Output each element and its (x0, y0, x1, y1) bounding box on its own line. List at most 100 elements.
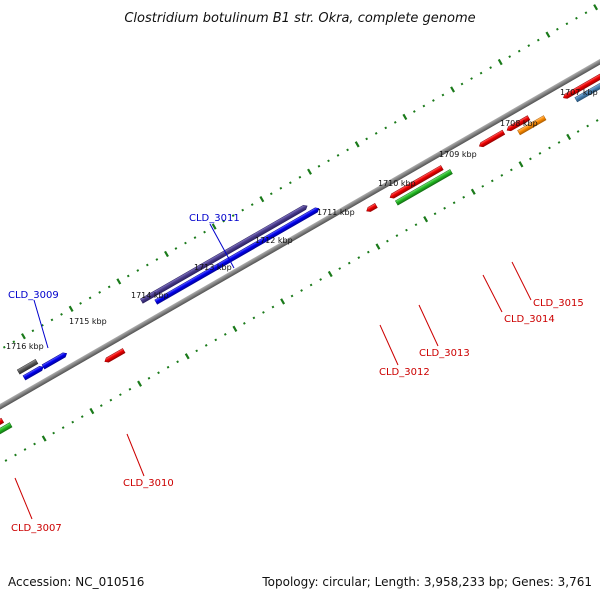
kbp-label: 1711 kbp (317, 208, 355, 217)
gene-cld-3009-blue-b[interactable] (22, 365, 45, 381)
gene-label-cld-3009[interactable]: CLD_3009 (8, 290, 59, 301)
gene-cld-3010[interactable] (104, 348, 126, 363)
inner-tick (157, 371, 160, 375)
outer-tick (460, 82, 464, 86)
inner-tick (566, 133, 572, 141)
outer-tick (174, 247, 178, 250)
inner-tick (386, 239, 389, 243)
gene-cld-3011[interactable] (154, 206, 320, 305)
outer-tick (556, 27, 559, 31)
gene-label-cld-3007[interactable]: CLD_3007 (11, 523, 62, 534)
inner-tick (557, 141, 561, 144)
gene-cld-3015[interactable] (517, 115, 547, 136)
gene-gray[interactable] (16, 358, 39, 375)
inner-tick (452, 201, 456, 205)
inner-tick (433, 212, 437, 216)
outer-tick (231, 214, 235, 218)
outer-tick (211, 223, 217, 230)
outer-tick (441, 93, 445, 97)
gene-steelblue-far-right[interactable] (574, 54, 600, 103)
inner-tick (375, 243, 381, 250)
inner-tick (366, 250, 370, 254)
gene-cld-3007[interactable] (0, 422, 13, 449)
callout-line-cld-3013 (418, 304, 439, 347)
gene-cld-3012[interactable] (365, 203, 378, 213)
inner-tick (89, 407, 95, 415)
accession-text: Accession: NC_010516 (8, 575, 144, 589)
outer-tick (164, 250, 169, 258)
gene-cld-3007-red[interactable] (0, 417, 5, 442)
gene-label-cld-3014[interactable]: CLD_3014 (504, 314, 555, 325)
inner-tick (223, 332, 227, 336)
outer-tick (88, 296, 92, 300)
outer-tick (575, 16, 578, 20)
outer-tick (384, 126, 388, 130)
gene-red-far-right[interactable] (562, 47, 600, 100)
outer-tick (479, 71, 483, 75)
inner-tick (518, 161, 524, 168)
outer-tick (470, 77, 473, 80)
inner-tick (481, 184, 485, 188)
inner-tick (309, 283, 313, 287)
kbp-label: 1707 kbp (560, 88, 598, 97)
inner-tick (41, 435, 47, 442)
callout-line-cld-3015 (511, 261, 532, 301)
inner-tick (271, 305, 275, 309)
inner-tick (462, 195, 466, 199)
gene-cld-3013[interactable] (395, 169, 453, 206)
gene-cld-3013-red[interactable] (389, 165, 444, 199)
inner-tick (128, 387, 132, 391)
gene-label-cld-3011[interactable]: CLD_3011 (189, 213, 240, 224)
inner-tick (71, 420, 75, 424)
gene-label-cld-3012[interactable]: CLD_3012 (379, 367, 430, 378)
gene-cld-3015-red[interactable] (506, 115, 531, 133)
gene-label-cld-3015[interactable]: CLD_3015 (533, 298, 584, 309)
callout-line-cld-3009 (33, 299, 49, 349)
inner-tick (319, 278, 323, 281)
outer-tick (489, 66, 492, 69)
inner-tick (52, 431, 56, 435)
gene-label-cld-3013[interactable]: CLD_3013 (419, 348, 470, 359)
outer-tick (250, 203, 254, 207)
outer-tick (593, 4, 599, 11)
outer-tick (269, 192, 273, 196)
inner-tick (586, 124, 590, 128)
inner-tick (195, 349, 199, 353)
map-title: Clostridium botulinum B1 str. Okra, comp… (124, 11, 475, 26)
callout-lines (14, 223, 532, 520)
outer-tick (365, 137, 369, 141)
inner-tick (490, 179, 494, 183)
outer-tick (346, 148, 349, 152)
gene-cld-3011-navy[interactable] (140, 204, 308, 304)
gene-label-cld-3010[interactable]: CLD_3010 (123, 478, 174, 489)
inner-tick (14, 453, 17, 457)
inner-tick (405, 228, 408, 232)
outer-tick (527, 44, 531, 48)
outer-tick (298, 175, 302, 179)
callout-line-cld-3014 (482, 274, 503, 313)
outer-tick (50, 318, 54, 322)
kbp-label: 1714 kbp (131, 291, 169, 300)
gene-cld-3009-blue-a[interactable] (41, 351, 68, 370)
inner-tick (338, 267, 342, 270)
outer-tick (79, 302, 82, 305)
outer-tick (517, 49, 521, 53)
outer-tick (241, 208, 245, 212)
inner-tick (423, 216, 429, 223)
outer-tick (307, 168, 312, 175)
inner-tick (80, 415, 84, 418)
callout-line-cld-3010 (126, 433, 145, 477)
callout-line-cld-3011 (209, 223, 235, 269)
outer-tick (60, 312, 63, 316)
inner-tick (576, 130, 580, 133)
outer-tick (155, 258, 159, 261)
kbp-label: 1708 kbp (500, 119, 538, 128)
inner-tick (252, 316, 256, 320)
genome-summary-text: Topology: circular; Length: 3,958,233 bp… (261, 575, 592, 589)
outer-tick (2, 345, 6, 349)
inner-tick (119, 393, 122, 397)
outer-tick (126, 274, 130, 278)
gene-cld-3014[interactable] (478, 129, 506, 148)
inner-tick (470, 188, 476, 195)
